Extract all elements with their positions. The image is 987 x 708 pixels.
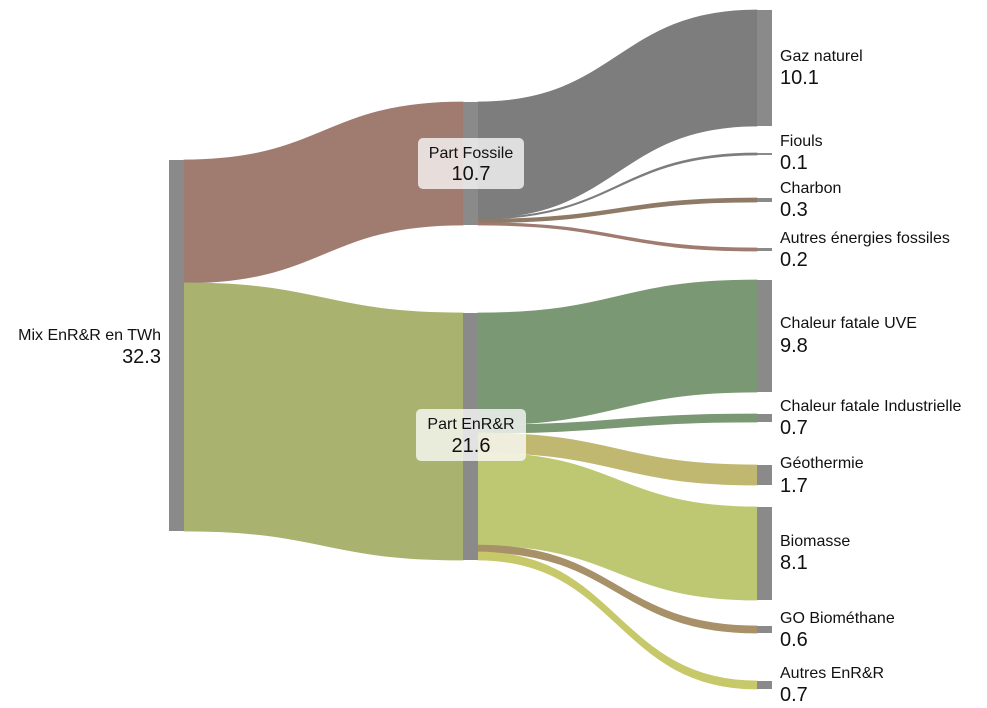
node-gaz [757,10,772,126]
node-value-mix: 32.3 [122,346,161,368]
link-enrr-uve [477,279,758,426]
node-label-enrr: Part EnR&R [427,416,514,433]
node-value-fossile: 10.7 [452,163,491,185]
node-label-autres-fossiles: Autres énergies fossiles [780,230,950,247]
node-autresfos [757,248,772,251]
node-value-geo: 1.7 [780,475,808,497]
node-indus [757,414,772,422]
node-value-autres-fossiles: 0.2 [780,249,808,271]
node-geo [757,465,772,485]
node-label-gobio: GO Biométhane [780,610,895,627]
label-box-fossile [418,138,524,189]
sankey-nodes [169,10,772,689]
node-autresenr [757,681,772,689]
label-box-enrr [416,409,526,461]
sankey-labels: Mix EnR&R en TWh 32.3 Part Fossile 10.7 … [18,48,961,706]
node-label-charbon: Charbon [780,180,841,197]
node-gobio [757,626,772,633]
node-value-charbon: 0.3 [780,199,808,221]
node-label-autres-enrr: Autres EnR&R [780,665,884,682]
node-label-mix: Mix EnR&R en TWh [18,327,161,344]
node-value-fiouls: 0.1 [780,152,808,174]
node-bio [757,507,772,600]
node-label-fiouls: Fiouls [780,133,823,150]
node-value-gaz: 10.1 [780,67,819,89]
link-mix-fossile [183,101,464,284]
node-label-geo: Géothermie [780,455,864,472]
node-value-bio: 8.1 [780,552,808,574]
node-fiouls [757,153,772,155]
node-label-indus: Chaleur fatale Industrielle [780,398,962,415]
link-fossile-autresfos [477,222,758,252]
sankey-links [183,9,758,690]
node-value-enrr: 21.6 [452,435,491,457]
node-label-uve: Chaleur fatale UVE [780,315,917,332]
node-charbon [757,198,772,202]
node-label-fossile: Part Fossile [429,145,514,162]
node-mix [169,160,184,531]
node-value-indus: 0.7 [780,417,808,439]
node-value-uve: 9.8 [780,335,808,357]
node-value-gobio: 0.6 [780,629,808,651]
node-value-autres-enrr: 0.7 [780,684,808,706]
node-uve [757,280,772,392]
node-label-bio: Biomasse [780,533,850,550]
node-label-gaz: Gaz naturel [780,48,863,65]
